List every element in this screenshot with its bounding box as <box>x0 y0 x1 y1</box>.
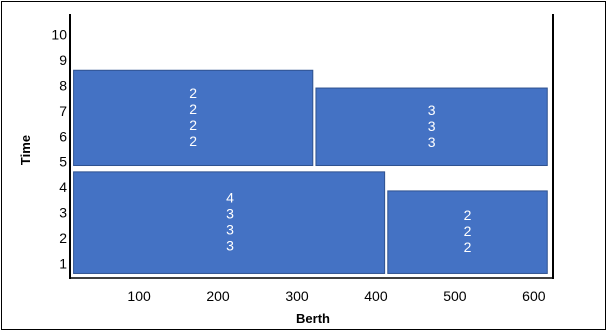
y-ticks-layer: 1 2 3 4 5 6 7 8 9 10 <box>51 27 67 272</box>
y-tick-label: 7 <box>59 103 67 119</box>
box-label: 2 <box>464 239 472 255</box>
box-label: 3 <box>226 222 234 238</box>
box-label: 3 <box>226 238 234 254</box>
y-tick-label: 6 <box>59 128 67 144</box>
x-tick-label: 100 <box>127 288 151 304</box>
x-tick-label: 400 <box>364 288 388 304</box>
x-tick-label: 600 <box>522 288 546 304</box>
y-tick-label: 5 <box>59 154 67 170</box>
box-label: 4 <box>226 190 234 206</box>
x-tick-label: 200 <box>206 288 230 304</box>
y-tick-label: 8 <box>59 78 67 94</box>
box-label: 2 <box>189 117 197 133</box>
y-tick-label: 3 <box>59 205 67 221</box>
y-axis-title: Time <box>18 135 33 165</box>
y-tick-label: 2 <box>59 230 67 246</box>
box-label: 2 <box>464 207 472 223</box>
y-tick-label: 4 <box>59 179 67 195</box>
y-tick-label: 10 <box>51 27 67 43</box>
box-label: 2 <box>464 223 472 239</box>
berth-box-rect <box>315 87 548 167</box>
box-label: 3 <box>428 134 436 150</box>
box-label: 3 <box>428 118 436 134</box>
x-ticks-layer: 100 200 300 400 500 600 <box>127 288 545 304</box>
berth-box-rect <box>387 190 548 274</box>
box-label: 2 <box>189 101 197 117</box>
x-tick-label: 300 <box>285 288 309 304</box>
box-label: 2 <box>189 85 197 101</box>
berth-box-rect <box>73 171 386 274</box>
box-label: 3 <box>226 206 234 222</box>
box-label: 2 <box>189 133 197 149</box>
box-label: 3 <box>428 102 436 118</box>
x-tick-label: 500 <box>443 288 467 304</box>
berth-box: 333 <box>315 87 548 167</box>
y-tick-label: 9 <box>59 52 67 68</box>
berth-box: 222 <box>387 190 548 274</box>
x-axis-title: Berth <box>296 311 330 326</box>
berth-box-rect <box>73 69 314 167</box>
y-tick-label: 1 <box>59 255 67 271</box>
